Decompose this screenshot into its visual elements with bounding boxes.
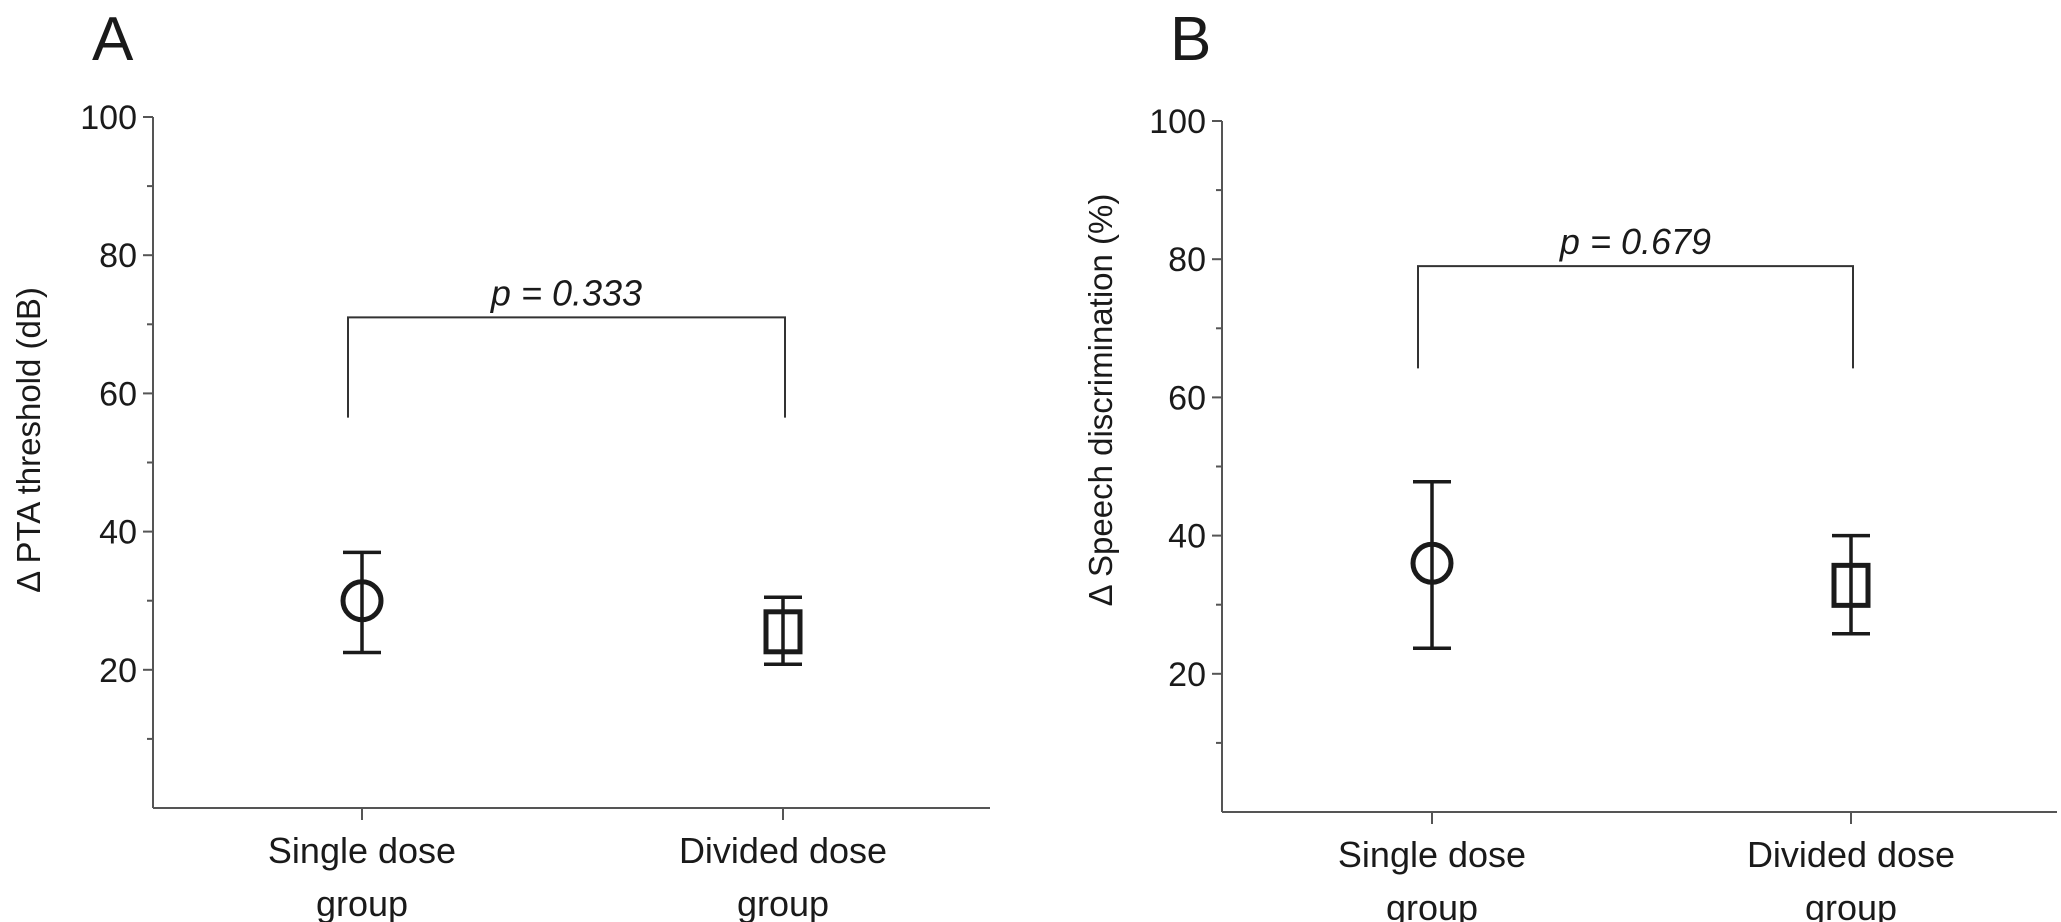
y-tick-label: 80 <box>99 237 137 275</box>
mean-marker-square <box>1831 562 1871 608</box>
panel-letter: A <box>92 5 134 74</box>
significance-bracket <box>1417 265 1854 369</box>
x-category-label: group <box>1805 887 1897 922</box>
y-tick-label: 60 <box>1168 379 1206 417</box>
x-category-label: group <box>737 883 829 922</box>
y-tick-label: 60 <box>99 375 137 413</box>
x-category-label: Divided dose <box>679 830 887 871</box>
panel-a: A 100 80 60 40 20 Single dose group Divided dose… <box>10 5 990 922</box>
y-tick-label: 80 <box>1168 241 1206 279</box>
y-axis-label: Δ Speech discrimination (%) <box>1082 194 1119 607</box>
data-point-group <box>1410 479 1454 650</box>
y-tick-label: 20 <box>1168 656 1206 694</box>
significance-bracket <box>347 316 786 418</box>
y-tick-label: 20 <box>99 652 137 690</box>
y-tick-label: 40 <box>1168 518 1206 556</box>
x-category-label: group <box>316 883 408 922</box>
mean-marker-circle <box>340 579 384 623</box>
y-tick-label: 100 <box>80 99 137 137</box>
x-category-label: Single dose <box>268 830 456 871</box>
x-category-label: Single dose <box>1338 834 1526 875</box>
x-category-label: group <box>1386 887 1478 922</box>
panel-letter: B <box>1170 5 1211 74</box>
data-point-group <box>763 595 803 667</box>
p-value-label: p = 0.333 <box>490 272 642 313</box>
y-tick-label: 40 <box>99 514 137 552</box>
y-axis-label: Δ PTA threshold (dB) <box>10 287 47 593</box>
mean-marker-square <box>763 609 803 655</box>
data-point-group <box>1831 533 1871 636</box>
panel-b: B 100 80 60 40 20 Single dose group Divided dose… <box>1082 5 2057 922</box>
data-point-group <box>340 550 384 655</box>
p-value-label: p = 0.679 <box>1559 221 1711 262</box>
mean-marker-circle <box>1410 541 1454 585</box>
x-category-label: Divided dose <box>1747 834 1955 875</box>
y-tick-label: 100 <box>1149 103 1206 141</box>
